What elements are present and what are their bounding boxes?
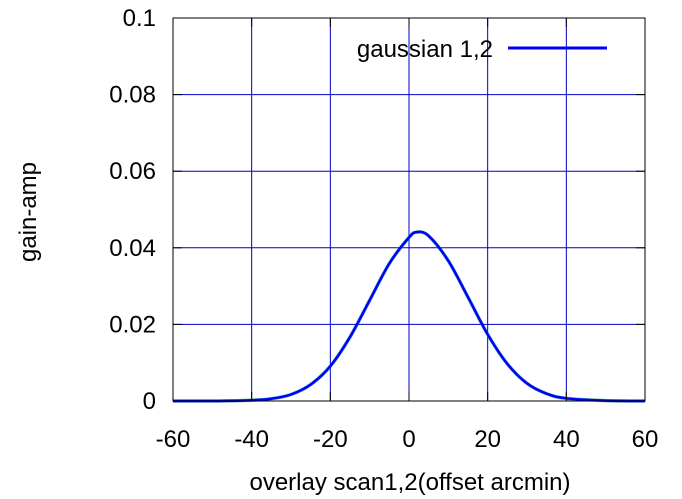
legend: gaussian 1,2 xyxy=(357,36,607,63)
y-tick-label: 0.08 xyxy=(109,82,156,109)
y-tick-label: 0.04 xyxy=(109,235,156,262)
grid xyxy=(173,18,645,401)
y-tick-label: 0.02 xyxy=(109,311,156,338)
x-tick-label: 20 xyxy=(474,426,501,453)
x-axis-label: overlay scan1,2(offset arcmin) xyxy=(249,469,570,496)
y-tick-label: 0.1 xyxy=(123,5,156,32)
ticks xyxy=(172,17,646,402)
series-layer xyxy=(173,230,646,403)
y-tick-label: 0.06 xyxy=(109,158,156,185)
x-tick-label: 0 xyxy=(402,426,415,453)
legend-label: gaussian 1,2 xyxy=(357,36,493,63)
x-tick-label: 60 xyxy=(632,426,659,453)
series-line xyxy=(173,230,646,403)
y-axis-label: gain-amp xyxy=(15,162,42,262)
x-tick-label: -60 xyxy=(156,426,191,453)
x-tick-label: -40 xyxy=(234,426,269,453)
y-tick-label: 0 xyxy=(143,388,156,415)
x-tick-label: -20 xyxy=(313,426,348,453)
x-tick-label: 40 xyxy=(553,426,580,453)
tick-labels: -60 -40 -20 0 20 40 60 0 0.02 0.04 0.06 0.08 0.1 xyxy=(109,5,658,453)
